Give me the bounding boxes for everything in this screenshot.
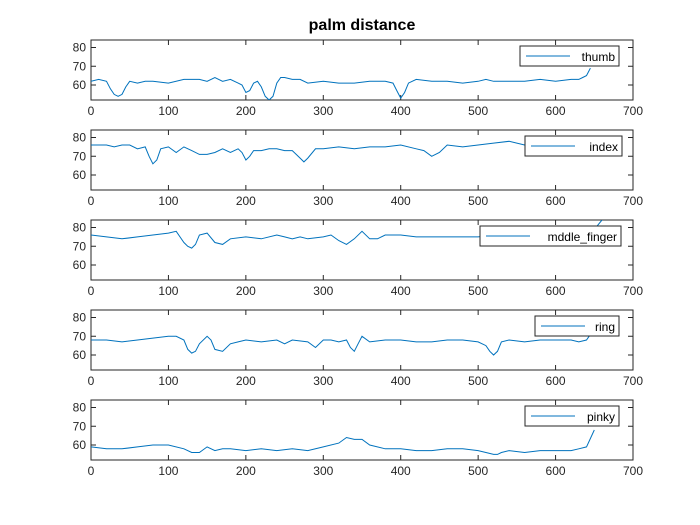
subplot-ring: 0 100 200 300 400 500 600 700 60 70 80 ring — [73, 309, 643, 388]
y-tick-label: 80 — [73, 221, 87, 235]
x-tick-label: 700 — [623, 284, 643, 298]
x-tick-label: 700 — [623, 104, 643, 118]
x-tick-label: 600 — [546, 464, 566, 478]
y-tick-label: 60 — [73, 258, 87, 272]
y-tick-label: 60 — [73, 168, 87, 182]
x-tick-label: 400 — [391, 464, 411, 478]
x-tick-label: 100 — [158, 284, 178, 298]
x-tick-label: 500 — [468, 464, 488, 478]
y-tick-label: 60 — [73, 348, 87, 362]
series-line-thumb — [91, 67, 591, 100]
subplot-thumb: 0 100 200 300 400 500 600 700 60 70 80 thumb — [73, 39, 643, 118]
subplot-index: 0 100 200 300 400 500 600 700 60 70 80 index — [73, 129, 643, 208]
x-tick-label: 400 — [391, 374, 411, 388]
x-tick-label: 400 — [391, 104, 411, 118]
y-tick-label: 70 — [73, 419, 87, 433]
y-tick-label: 70 — [73, 149, 87, 163]
legend-label-index: index — [589, 140, 618, 154]
x-tick-label: 100 — [158, 374, 178, 388]
series-line-pinky — [91, 429, 595, 455]
x-tick-label: 100 — [158, 104, 178, 118]
x-tick-label: 100 — [158, 194, 178, 208]
x-tick-label: 600 — [546, 374, 566, 388]
legend-label-thumb: thumb — [582, 50, 616, 64]
y-tick-label: 60 — [73, 438, 87, 452]
x-tick-label: 300 — [313, 194, 333, 208]
series-line-ring — [91, 328, 595, 356]
x-tick-label: 0 — [88, 104, 95, 118]
x-tick-label: 500 — [468, 194, 488, 208]
x-tick-label: 400 — [391, 194, 411, 208]
x-tick-label: 300 — [313, 104, 333, 118]
legend-label-mddle_finger: mddle_finger — [548, 230, 617, 244]
x-tick-label: 200 — [236, 464, 256, 478]
y-tick-label: 80 — [73, 131, 87, 145]
y-tick-label: 70 — [73, 329, 87, 343]
x-tick-label: 0 — [88, 194, 95, 208]
chart-title: palm distance — [309, 17, 416, 34]
x-tick-label: 700 — [623, 194, 643, 208]
x-tick-label: 600 — [546, 104, 566, 118]
subplot-mddle_finger: 0 100 200 300 400 500 600 700 60 70 80 mddle_finger — [73, 219, 643, 298]
x-tick-label: 500 — [468, 104, 488, 118]
x-tick-label: 400 — [391, 284, 411, 298]
x-tick-label: 0 — [88, 464, 95, 478]
subplot-pinky: 0 100 200 300 400 500 600 700 60 70 80 pinky — [73, 399, 643, 478]
x-tick-label: 200 — [236, 194, 256, 208]
y-tick-label: 80 — [73, 401, 87, 415]
y-tick-label: 70 — [73, 59, 87, 73]
x-tick-label: 200 — [236, 104, 256, 118]
x-tick-label: 300 — [313, 464, 333, 478]
legend-label-pinky: pinky — [587, 410, 615, 424]
x-tick-label: 100 — [158, 464, 178, 478]
x-tick-label: 0 — [88, 374, 95, 388]
x-tick-label: 200 — [236, 374, 256, 388]
x-tick-label: 300 — [313, 374, 333, 388]
y-tick-label: 70 — [73, 239, 87, 253]
x-tick-label: 700 — [623, 464, 643, 478]
x-tick-label: 300 — [313, 284, 333, 298]
y-tick-label: 60 — [73, 78, 87, 92]
legend-box — [479, 225, 622, 247]
x-tick-label: 700 — [623, 374, 643, 388]
y-tick-label: 80 — [73, 311, 87, 325]
y-tick-label: 80 — [73, 41, 87, 55]
legend-label-ring: ring — [595, 320, 615, 334]
x-tick-label: 0 — [88, 284, 95, 298]
x-tick-label: 600 — [546, 284, 566, 298]
series-line-index — [91, 135, 591, 165]
x-tick-label: 500 — [468, 284, 488, 298]
x-tick-label: 600 — [546, 194, 566, 208]
x-tick-label: 200 — [236, 284, 256, 298]
x-tick-label: 500 — [468, 374, 488, 388]
